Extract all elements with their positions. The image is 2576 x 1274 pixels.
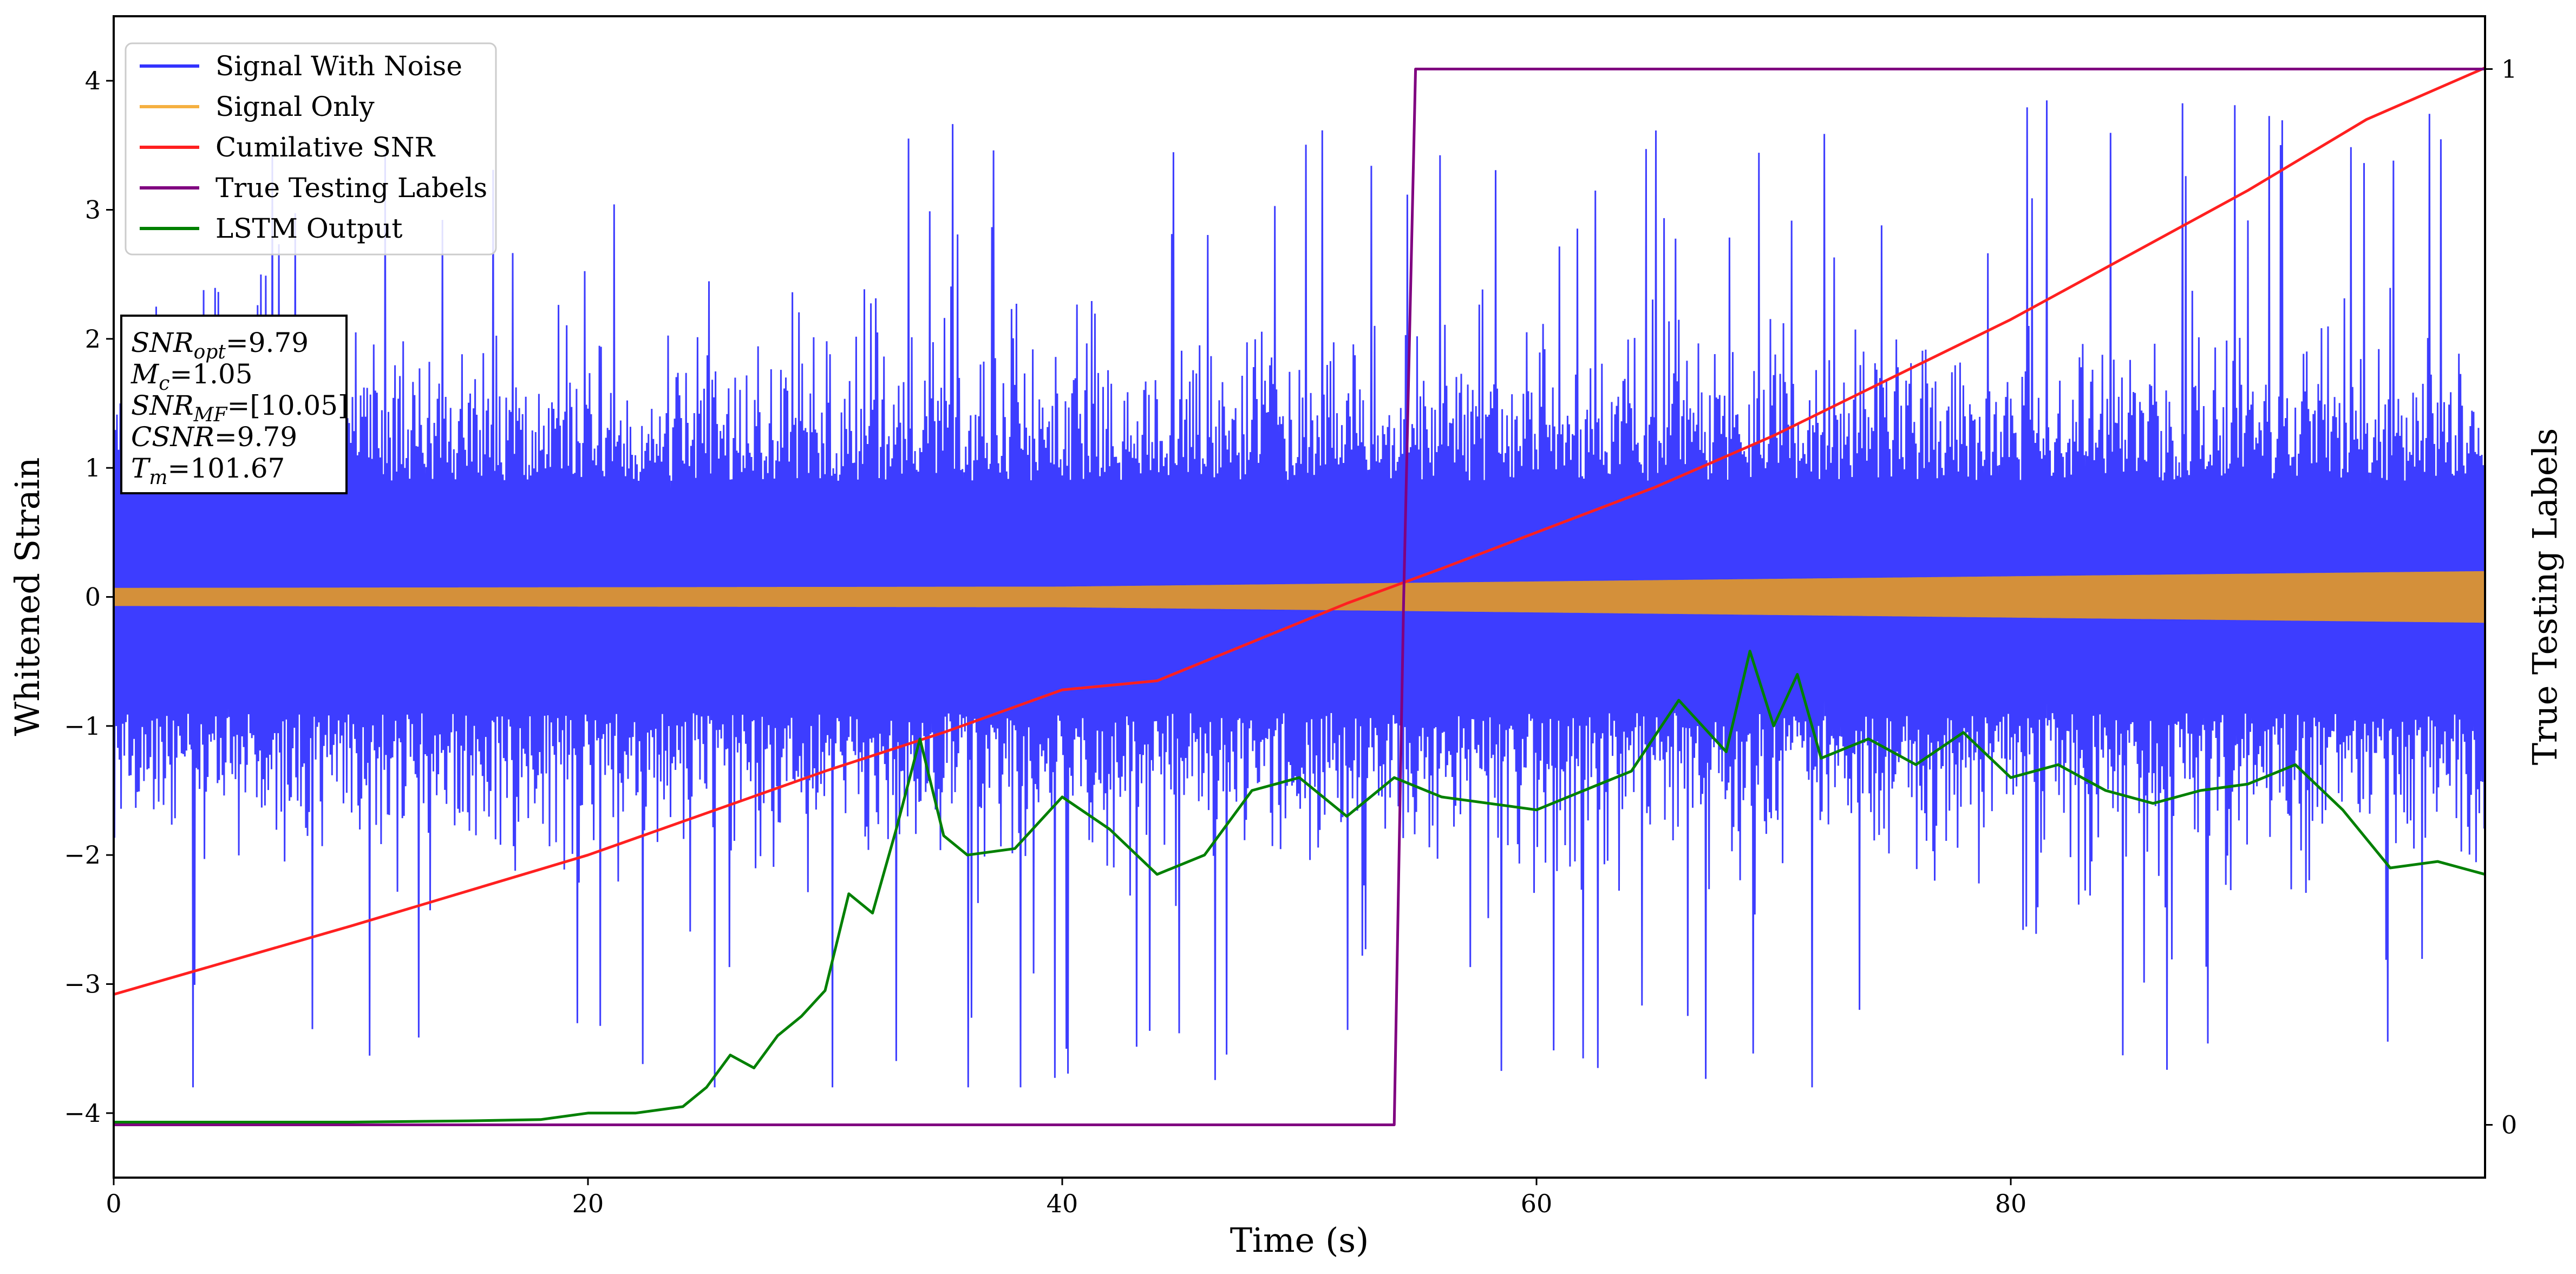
info-box-line: SNRopt=9.79 <box>131 327 309 363</box>
y-tick-label: 3 <box>85 195 101 225</box>
y-tick-label: −3 <box>64 970 101 999</box>
x-tick-label: 80 <box>1995 1189 2027 1218</box>
legend: Signal With Noise Signal Only Cumilative S… <box>125 42 497 256</box>
info-box-frame <box>120 315 348 494</box>
x-tick-label: 40 <box>1047 1189 1078 1218</box>
legend-label: Signal With Noise <box>215 50 462 82</box>
y-tick-label: 0 <box>85 583 101 612</box>
plot-area <box>114 67 2485 1126</box>
y2-tick-label: 0 <box>2501 1110 2517 1140</box>
legend-label: True Testing Labels <box>215 172 487 204</box>
series-true-testing-labels <box>114 68 2485 1126</box>
y-tick-label: −4 <box>64 1099 101 1128</box>
y-tick-label: 2 <box>85 324 101 354</box>
series-lstm-output <box>114 650 2485 1123</box>
series-cumilative-snr <box>114 67 2485 996</box>
x-tick-label: 0 <box>106 1189 121 1218</box>
legend-label: Signal Only <box>215 91 375 122</box>
info-box-line: Mc=1.05 <box>130 358 253 395</box>
y-axis-title: Whitened Strain <box>8 458 47 736</box>
info-box-line: SNRMF=[10.05] <box>131 390 349 426</box>
x-tick-label: 60 <box>1521 1189 1553 1218</box>
y-tick-label: −2 <box>64 840 101 870</box>
info-box-line: CSNR=9.79 <box>131 421 297 453</box>
info-box: SNRopt=9.79Mc=1.05SNRMF=[10.05]CSNR=9.79… <box>120 315 349 494</box>
info-box-line: Tm=101.67 <box>131 453 285 489</box>
y2-tick-label: 1 <box>2501 55 2517 84</box>
x-tick-label: 20 <box>572 1189 604 1218</box>
y-tick-label: 4 <box>85 66 101 95</box>
series-signal-with-noise <box>114 100 2485 1088</box>
legend-label: LSTM Output <box>215 213 402 244</box>
y-tick-label: 1 <box>85 453 101 482</box>
y2-axis-title: True Testing Labels <box>2525 428 2565 766</box>
legend-box <box>125 42 497 256</box>
y-tick-label: −1 <box>64 711 101 741</box>
x-axis-title: Time (s) <box>1230 1220 1369 1260</box>
legend-label: Cumilative SNR <box>215 132 435 163</box>
series-signal-only <box>114 571 2485 623</box>
